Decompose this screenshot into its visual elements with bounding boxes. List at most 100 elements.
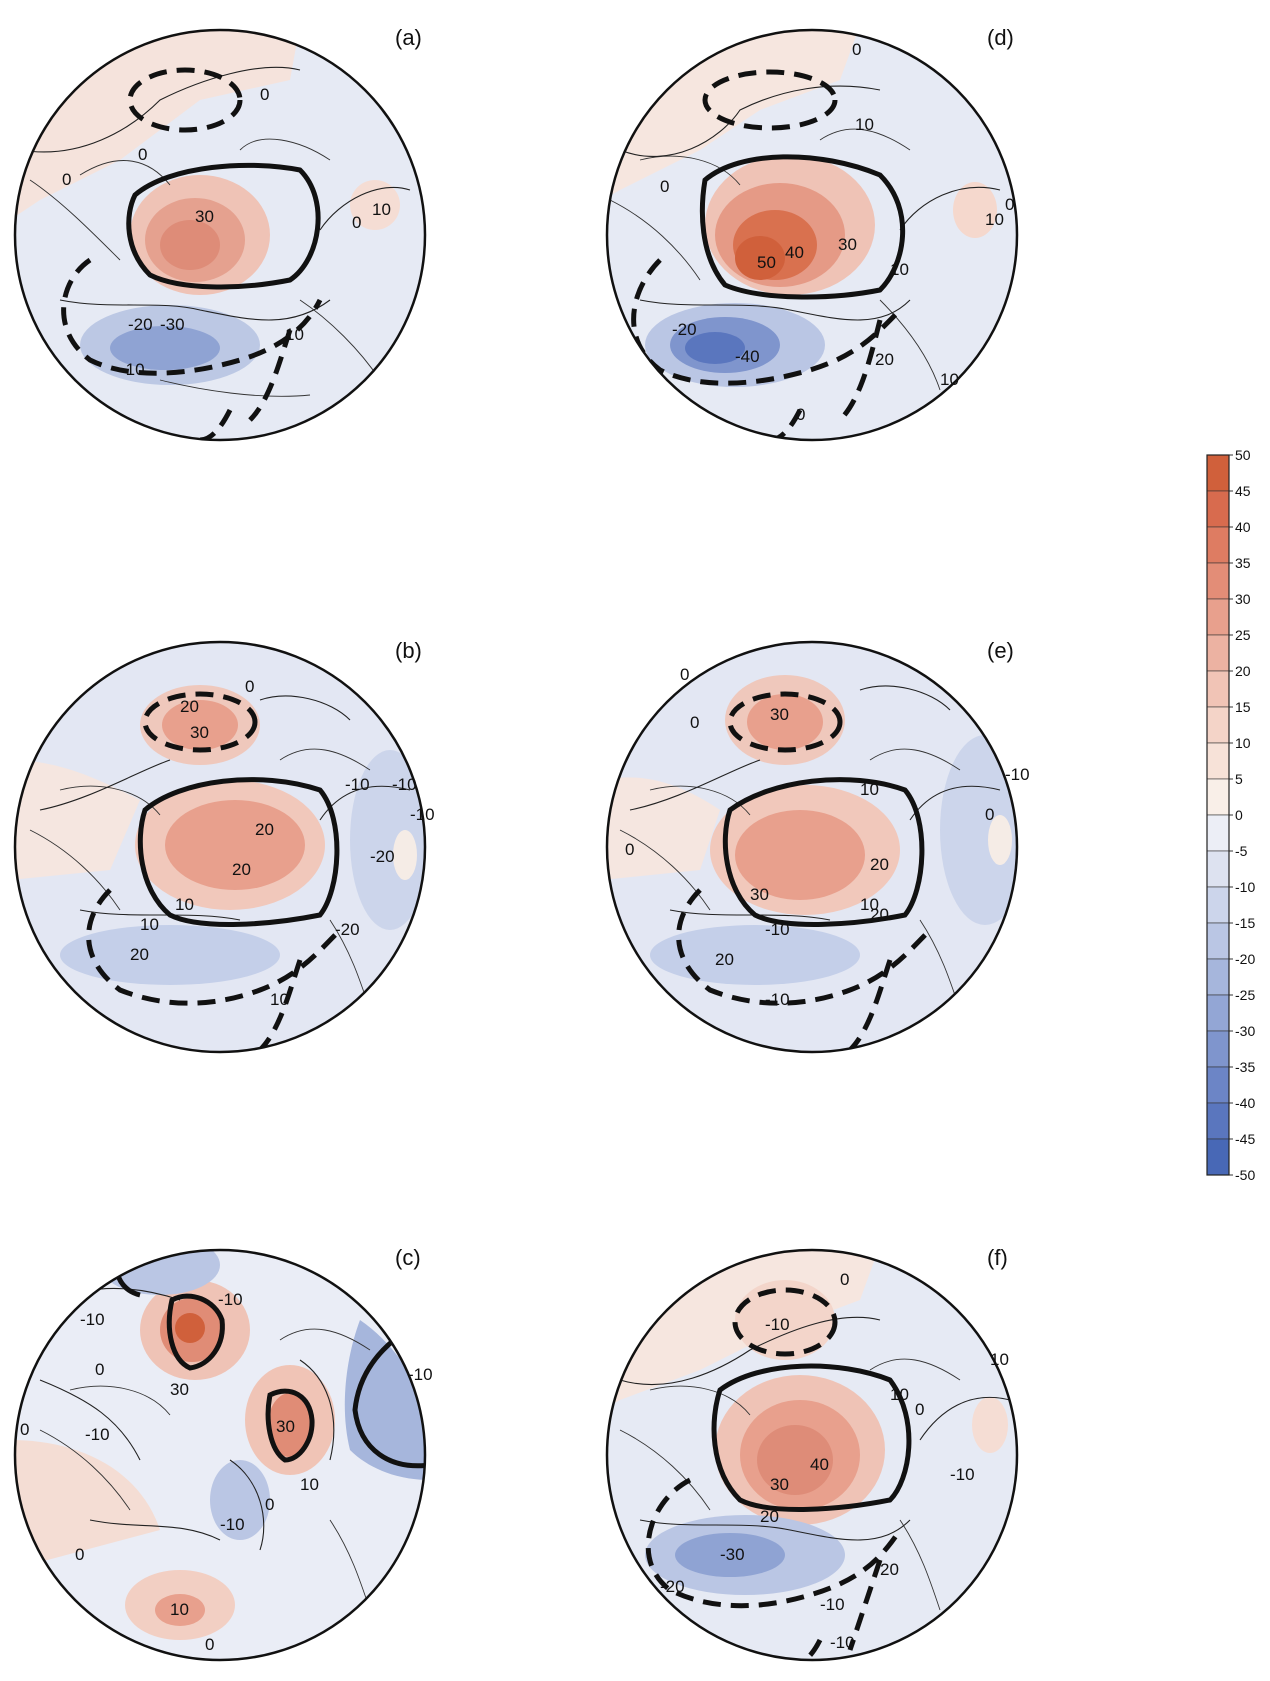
panel-e: (e) 0 30 0 -10 10 20 0 30 20 10 -10 20 -… [605, 638, 1030, 1054]
panel-b-contour-label: -10 [345, 775, 370, 794]
panel-b-contour-label: 10 [175, 895, 194, 914]
panel-f-contour-label: 30 [770, 1475, 789, 1494]
panel-e-contour-label: -10 [765, 920, 790, 939]
panel-d-contour-label: 0 [1005, 195, 1014, 214]
panel-d-bold-significance [699, 154, 905, 300]
panel-e-contour-label: 0 [690, 713, 699, 732]
colorbar-segment [1206, 1030, 1230, 1068]
panel-b-contour-label: -10 [410, 805, 435, 824]
panel-d-border [605, 28, 1019, 442]
panel-e-contour-label: 10 [860, 780, 879, 799]
colorbar-tick-label: -10 [1235, 879, 1255, 895]
panel-b-label: (b) [395, 638, 422, 663]
panel-e-contour-label: 20 [870, 855, 889, 874]
colorbar-segment [1206, 922, 1230, 960]
panel-d-label: (d) [987, 25, 1014, 50]
panel-a-bold-significance [126, 162, 321, 290]
panel-a-dashed-significance [127, 67, 243, 133]
colorbar-tick-label: -40 [1235, 1095, 1255, 1111]
panel-a-contour-label: -10 [120, 360, 145, 379]
panel-f-border [605, 1248, 1019, 1662]
panel-c-contour-label: -10 [80, 1310, 105, 1329]
panel-a-contours [19, 66, 411, 321]
panel-c-contour-label: -10 [408, 1365, 433, 1384]
panel-d-contour-label: 50 [757, 253, 776, 272]
panel-b-contour-label: 20 [255, 820, 274, 839]
colorbar-tick-label: 30 [1235, 591, 1251, 607]
panel-b: (b) 20 30 0 -10 -10 -10 20 20 -20 10 10 … [13, 638, 435, 1054]
panel-a: (a) 0 0 0 10 0 30 -20 -30 -10 10 [13, 25, 427, 442]
panel-e-contour-label: 30 [770, 705, 789, 724]
panel-a-contour-label: 0 [260, 85, 269, 104]
colorbar-tick-label: -50 [1235, 1167, 1255, 1183]
panel-d-contour-label: 0 [796, 405, 805, 424]
colorbar-tick-label: 25 [1235, 627, 1251, 643]
panel-a-contour-label: 0 [62, 170, 71, 189]
panel-b-contour-label: 10 [270, 990, 289, 1009]
colorbar-tick-label: -5 [1235, 843, 1248, 859]
panel-b-contour-label: 20 [180, 697, 199, 716]
panel-e-contour-label: 0 [985, 805, 994, 824]
panel-f-contour-label: -10 [830, 1633, 855, 1652]
panel-b-bold-significance [137, 777, 340, 927]
colorbar-frame [1206, 454, 1230, 1176]
panel-f-contour-label: 10 [890, 1385, 909, 1404]
panel-e-contour-label: 20 [715, 950, 734, 969]
colorbar-tick-label: 15 [1235, 699, 1251, 715]
panel-c-contour-label: 0 [95, 1360, 104, 1379]
colorbar-segment [1206, 1102, 1230, 1140]
panel-f-contour-label: 20 [880, 1560, 899, 1579]
panel-c-label: (c) [395, 1245, 421, 1270]
panel-c-contour-label: -10 [85, 1425, 110, 1444]
panel-c-border [13, 1248, 427, 1662]
panel-c-contour-label: 0 [205, 1635, 214, 1654]
colorbar-tick-label: 20 [1235, 663, 1251, 679]
panel-d-contour-label: 10 [985, 210, 1004, 229]
panel-b-contour-label: 10 [140, 915, 159, 934]
colorbar-segment [1206, 598, 1230, 636]
panel-c-contour-label: 10 [300, 1475, 319, 1494]
colorbar-segment [1206, 994, 1230, 1032]
panel-f-contour-label: -10 [820, 1595, 845, 1614]
panel-c-contour-label: -10 [220, 1515, 245, 1534]
panel-e-contour-label: 30 [750, 885, 769, 904]
colorbar-tick-label: 40 [1235, 519, 1251, 535]
panel-f-dashed-significance [732, 1287, 838, 1357]
panel-b-dashed-significance [142, 691, 258, 753]
panel-f-contour-label: 10 [990, 1350, 1009, 1369]
colorbar-tick-label: -30 [1235, 1023, 1255, 1039]
panel-a-contour-label: 10 [372, 200, 391, 219]
panel-c-contour-label: -10 [218, 1290, 243, 1309]
panel-c: (c) -10 -10 0 30 -10 0 30 10 0 -10 -10 0… [13, 1245, 433, 1662]
panel-e-contour-label: -10 [765, 990, 790, 1009]
panel-b-contour-label: -20 [335, 920, 360, 939]
panel-d: (d) 0 10 0 10 0 50 40 30 10 -20 -40 20 0… [605, 25, 1019, 442]
colorbar-tick-label: -35 [1235, 1059, 1255, 1075]
panel-f-contour-label: 20 [760, 1507, 779, 1526]
panel-f-contour-label: 0 [915, 1400, 924, 1419]
colorbar-segment [1206, 454, 1230, 492]
panel-e-contour-label: 0 [625, 840, 634, 859]
panel-a-contour-label: 0 [138, 145, 147, 164]
panel-d-contour-label: 10 [890, 260, 909, 279]
colorbar-segment [1206, 814, 1230, 852]
panel-f-contour-label: -10 [950, 1465, 975, 1484]
panel-c-contour-label: 0 [265, 1495, 274, 1514]
panel-c-contour-label: 0 [75, 1545, 84, 1564]
colorbar-segment [1206, 778, 1230, 816]
panel-f-contour-label: -10 [765, 1315, 790, 1334]
panel-d-contour-label: 40 [785, 243, 804, 262]
colorbar-segment [1206, 634, 1230, 672]
panel-d-contour-label: 0 [852, 40, 861, 59]
colorbar: 50454035302520151050-5-10-15-20-25-30-35… [1206, 447, 1255, 1183]
panel-a-contour-label: 30 [195, 207, 214, 226]
colorbar-segment [1206, 1066, 1230, 1104]
panel-d-contour-label: 10 [855, 115, 874, 134]
panel-e-contour-label: -10 [1005, 765, 1030, 784]
colorbar-tick-label: 0 [1235, 807, 1243, 823]
colorbar-tick-label: 45 [1235, 483, 1251, 499]
panel-a-coastlines [29, 138, 381, 397]
panel-e-border [605, 640, 1019, 1054]
colorbar-segment [1206, 670, 1230, 708]
